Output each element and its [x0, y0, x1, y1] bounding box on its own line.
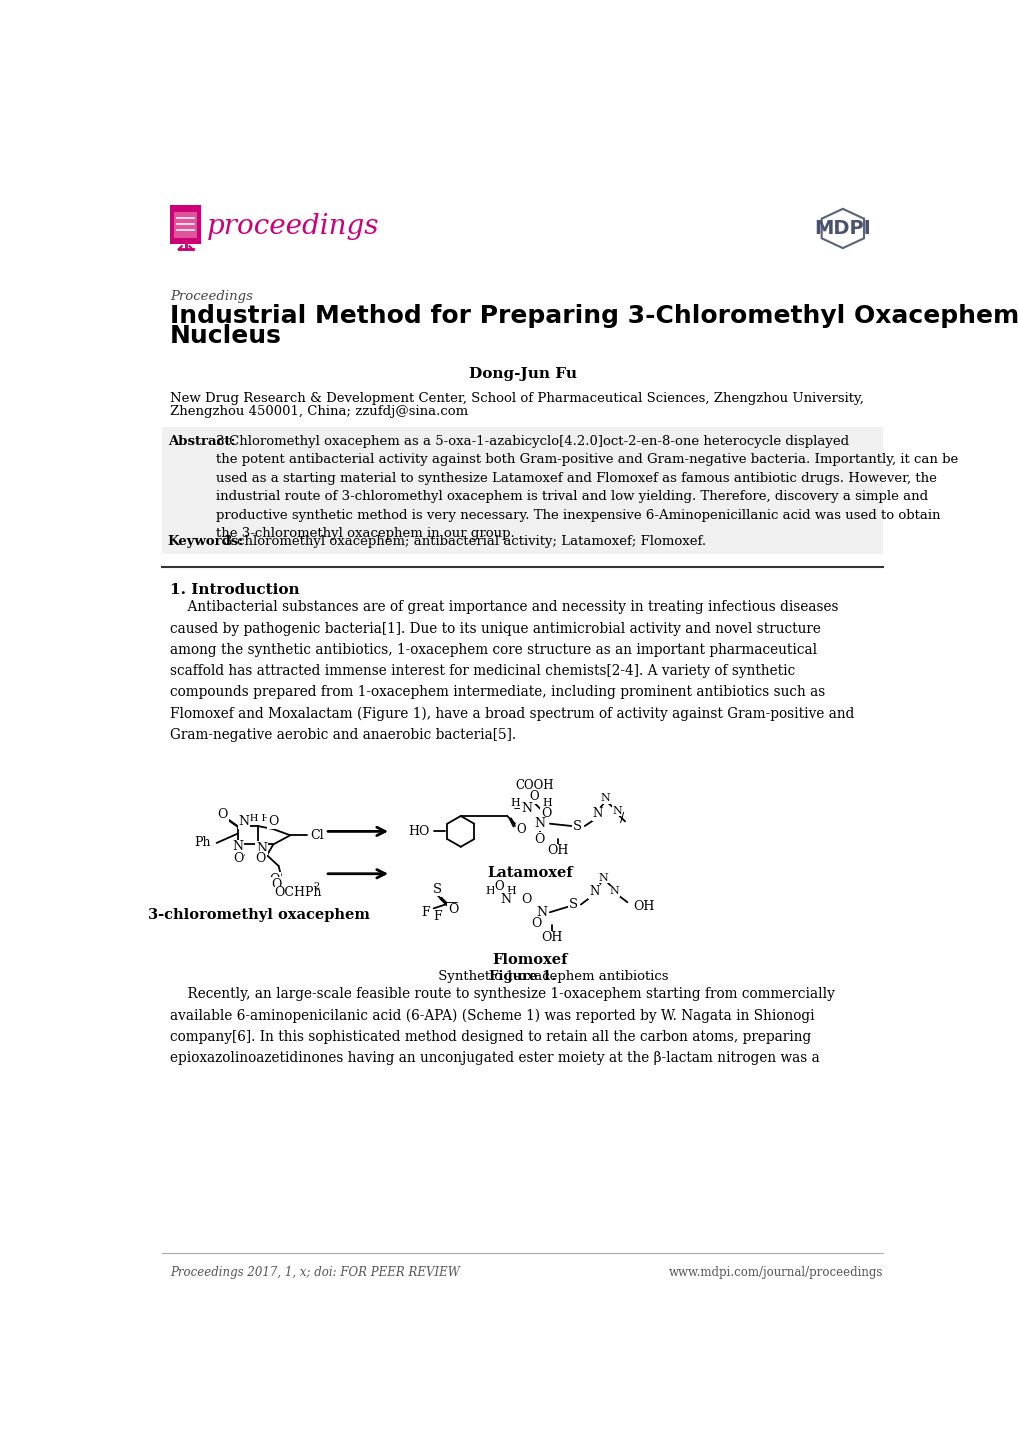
Text: N: N: [232, 841, 243, 854]
Text: /: /: [620, 812, 624, 825]
Text: O: O: [271, 878, 281, 891]
Bar: [161, 427, 882, 554]
Text: N: N: [588, 885, 598, 898]
Text: Nucleus: Nucleus: [170, 324, 281, 348]
Text: Flomoxef: Flomoxef: [492, 953, 568, 968]
Text: Dong-Jun Fu: Dong-Jun Fu: [469, 368, 576, 381]
Text: H: H: [485, 887, 494, 897]
Text: H: H: [542, 797, 552, 808]
Text: O: O: [447, 904, 458, 917]
Text: N: N: [611, 806, 622, 816]
Text: O: O: [269, 872, 279, 885]
Text: MDPI: MDPI: [813, 219, 870, 238]
Text: proceedings: proceedings: [206, 212, 379, 239]
Text: N: N: [521, 802, 532, 815]
Text: Cl: Cl: [310, 829, 324, 842]
Text: 2: 2: [313, 881, 319, 891]
Text: O: O: [256, 852, 266, 865]
Text: H: H: [510, 797, 520, 808]
Text: O: O: [529, 790, 539, 803]
Bar: [170, 205, 201, 244]
Text: 3-chloromethyl oxacephem; antibacterial activity; Latamoxef; Flomoxef.: 3-chloromethyl oxacephem; antibacterial …: [223, 535, 705, 548]
Text: O: O: [268, 815, 278, 828]
Text: Zhengzhou 450001, China; zzufdj@sina.com: Zhengzhou 450001, China; zzufdj@sina.com: [170, 405, 468, 418]
Text: S: S: [572, 819, 581, 832]
Text: OH: OH: [632, 900, 653, 913]
Text: O: O: [233, 852, 244, 865]
Text: N: N: [238, 815, 249, 828]
Text: OH: OH: [541, 932, 562, 945]
Bar: [174, 212, 197, 238]
Text: OH: OH: [546, 844, 568, 857]
Text: Industrial Method for Preparing 3-Chloromethyl Oxacephem Antibiotic: Industrial Method for Preparing 3-Chloro…: [170, 304, 1019, 327]
Text: N: N: [600, 793, 610, 803]
Text: Keywords:: Keywords:: [168, 535, 244, 548]
Text: N: N: [608, 887, 619, 897]
Text: Synthetic 1-oxacephem antibiotics: Synthetic 1-oxacephem antibiotics: [434, 970, 668, 983]
Text: O: O: [494, 880, 503, 894]
Text: N: N: [598, 872, 607, 883]
Text: Antibacterial substances are of great importance and necessity in treating infec: Antibacterial substances are of great im…: [170, 600, 854, 743]
Text: Abstract:: Abstract:: [168, 435, 235, 448]
Text: O: O: [217, 808, 228, 820]
Text: 3-chloromethyl oxacephem: 3-chloromethyl oxacephem: [148, 908, 370, 923]
Text: O: O: [534, 832, 544, 845]
Text: O: O: [516, 822, 526, 835]
Text: COOH: COOH: [515, 779, 553, 792]
Text: Latamoxef: Latamoxef: [487, 867, 573, 880]
Text: HO: HO: [408, 825, 429, 838]
Text: New Drug Research & Development Center, School of Pharmaceutical Sciences, Zheng: New Drug Research & Development Center, …: [170, 392, 863, 405]
Text: F: F: [421, 906, 430, 919]
Text: Recently, an large-scale feasible route to synthesize 1-oxacephem starting from : Recently, an large-scale feasible route …: [170, 986, 835, 1066]
Text: Figure 1.: Figure 1.: [489, 970, 555, 983]
Text: Ph: Ph: [194, 836, 210, 849]
Text: N: N: [256, 842, 267, 855]
Text: N: N: [536, 906, 547, 919]
Text: O: O: [540, 808, 550, 820]
Text: O: O: [521, 893, 531, 906]
Text: H: H: [505, 887, 516, 897]
Text: S: S: [568, 898, 577, 911]
Text: Proceedings: Proceedings: [170, 290, 253, 303]
Text: S: S: [432, 883, 441, 895]
Text: O: O: [531, 917, 541, 930]
Text: Proceedings 2017, 1, x; doi: FOR PEER REVIEW: Proceedings 2017, 1, x; doi: FOR PEER RE…: [170, 1266, 460, 1279]
Text: 3-Chloromethyl oxacephem as a 5-oxa-1-azabicyclo[4.2.0]oct-2-en-8-one heterocycl: 3-Chloromethyl oxacephem as a 5-oxa-1-az…: [216, 435, 957, 541]
Text: N: N: [534, 818, 545, 831]
Text: OCHPh: OCHPh: [274, 887, 322, 900]
Text: N: N: [592, 808, 602, 820]
Text: H H H: H H H: [237, 813, 269, 823]
Text: www.mdpi.com/journal/proceedings: www.mdpi.com/journal/proceedings: [668, 1266, 882, 1279]
Text: 1. Introduction: 1. Introduction: [170, 584, 300, 597]
Text: F: F: [433, 910, 441, 923]
Text: N: N: [499, 893, 511, 906]
